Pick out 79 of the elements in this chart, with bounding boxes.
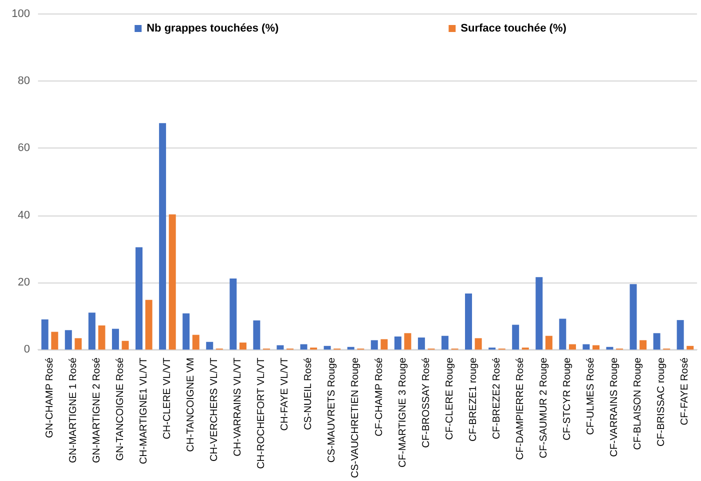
- bar: [404, 333, 412, 350]
- x-tick-label: GN-TANCOIGNE Rosé: [114, 357, 126, 461]
- bar: [370, 340, 378, 350]
- bar: [64, 330, 72, 350]
- y-tick-label: 40: [18, 209, 30, 222]
- x-tick-label: CH-ROCHEFORT VL/VT: [256, 358, 268, 469]
- x-tick-label: CS-VAUCHRETIEN Rouge: [350, 357, 362, 478]
- bar: [122, 340, 129, 350]
- y-tick-label: 80: [18, 75, 30, 88]
- x-tick-label: CF-VARRAINS Rouge: [609, 357, 620, 457]
- bar: [159, 123, 166, 350]
- bar: [568, 344, 576, 350]
- bar: [51, 332, 58, 350]
- legend-label: Nb grappes touchées (%): [146, 22, 279, 34]
- bar: [536, 277, 543, 350]
- x-tick-label: GN-MARTIGNE 1 Rosé: [68, 357, 79, 463]
- bar: [230, 278, 237, 350]
- bar: [640, 340, 647, 350]
- x-tick-label: CH-VARRAINS VL/VT: [232, 358, 244, 456]
- bar: [206, 342, 214, 350]
- x-tick-label: CF-BLAISON Rouge: [632, 357, 644, 450]
- x-tick-label: CF-SAUMUR 2 Rouge: [538, 357, 550, 458]
- x-tick-label: CH-TANCOIGNE VM: [185, 358, 196, 452]
- bar: [88, 312, 96, 350]
- x-tick-label: CF-BROSSAY Rosé: [420, 357, 432, 448]
- x-tick-label: CH-CLERE VL/VT: [162, 358, 173, 440]
- bar: [512, 324, 520, 350]
- x-tick-label: CF-ULMES Rosé: [586, 357, 597, 435]
- bar: [112, 328, 119, 350]
- bar: [441, 336, 448, 350]
- bar: [74, 338, 82, 350]
- bar: [676, 320, 684, 350]
- bar: [276, 345, 284, 350]
- bar: [98, 325, 106, 350]
- x-tick-label: GN-CHAMP Rosé: [44, 357, 56, 438]
- bar: [545, 336, 552, 350]
- bar: [559, 318, 566, 350]
- x-tick-label: CF-DAMPIERRE Rosé: [514, 357, 526, 460]
- bar: [253, 320, 260, 350]
- bar: [465, 294, 472, 350]
- bar: [168, 214, 176, 350]
- bar: [300, 344, 308, 350]
- bar: [606, 346, 614, 350]
- bar: [347, 346, 354, 350]
- bar: [394, 336, 402, 350]
- x-tick-label: CS-NUEIL Rosé: [303, 357, 314, 430]
- bar: [418, 338, 425, 350]
- bar: [182, 313, 190, 350]
- bar: [630, 284, 637, 350]
- bar: [239, 342, 246, 350]
- x-tick-label: CF-CHAMP Rosé: [374, 357, 385, 436]
- bar: [380, 339, 388, 350]
- x-tick-label: CF-MARTIGNE 3 Rouge: [397, 357, 408, 468]
- bar: [145, 300, 152, 350]
- x-tick-label: CF-STCYR Rouge: [562, 357, 574, 440]
- bar: [136, 247, 143, 350]
- bar: [686, 346, 694, 350]
- x-tick-label: CF-FAYE Rosé: [680, 357, 691, 426]
- y-tick-label: 60: [18, 142, 30, 154]
- x-tick-label: CS-MAUVRETS Rouge: [326, 357, 338, 463]
- x-tick-label: CF-BREZE1 rouge: [468, 357, 479, 442]
- x-tick-label: GN-MARTIGNE 2 Rosé: [91, 357, 102, 463]
- y-tick-label: 20: [18, 276, 30, 288]
- bar: [582, 344, 590, 350]
- x-tick-label: CF-BRISSAC rouge: [656, 357, 668, 447]
- x-tick-label: CH-FAYE VL/VT: [280, 358, 291, 431]
- bar: [41, 319, 48, 350]
- y-tick-label: 100: [12, 8, 30, 20]
- x-tick-label: CF-BREZE2 Rosé: [491, 357, 502, 440]
- x-tick-label: CH-MARTIGNE1 VL/VT: [138, 358, 150, 464]
- x-tick-label: CF-CLERE Rouge: [444, 357, 456, 440]
- bar: [324, 346, 331, 350]
- legend-label: Surface touchée (%): [460, 22, 567, 34]
- bar: [592, 345, 600, 350]
- y-tick-label: 0: [24, 344, 30, 356]
- x-tick-label: CH-VERCHERS VL/VT: [209, 358, 220, 462]
- bar: [653, 333, 660, 350]
- bar: [192, 334, 200, 350]
- bar: [474, 338, 482, 350]
